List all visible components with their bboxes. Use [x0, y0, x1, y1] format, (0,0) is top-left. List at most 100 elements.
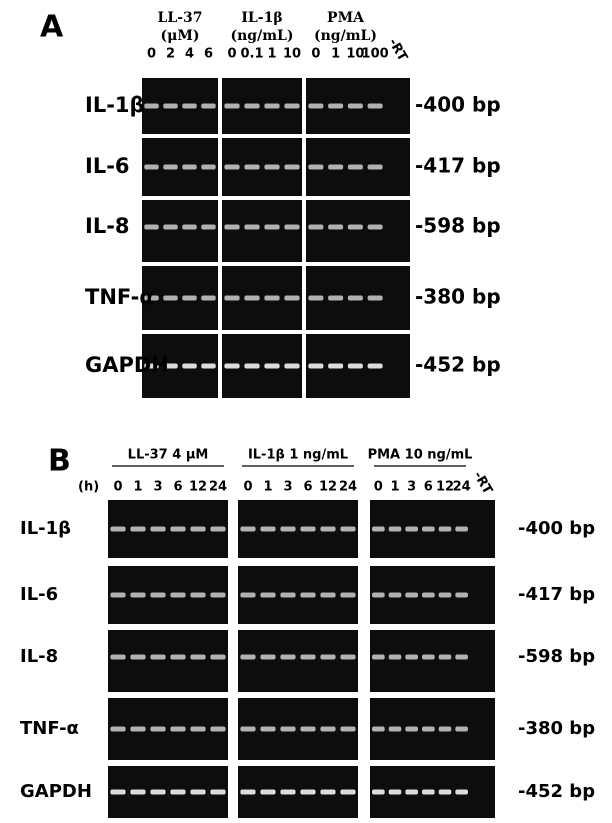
band — [328, 165, 343, 170]
lane-label: 24 — [339, 480, 357, 495]
control-lane-label: -RT — [470, 469, 495, 497]
size-label: -452 bp — [518, 781, 595, 802]
band — [170, 593, 185, 598]
band — [210, 593, 225, 598]
band — [150, 655, 165, 660]
size-label: -380 bp — [518, 718, 595, 739]
lane-label: 6 — [424, 480, 433, 495]
band — [210, 527, 225, 532]
band — [280, 790, 295, 795]
gel — [306, 200, 410, 262]
band — [170, 655, 185, 660]
band — [320, 593, 335, 598]
band — [260, 727, 275, 732]
lane-label: 12 — [319, 480, 337, 495]
band — [389, 790, 402, 795]
band — [308, 165, 323, 170]
band — [130, 790, 145, 795]
band — [260, 527, 275, 532]
band — [190, 727, 205, 732]
group-unit: (μM) — [161, 28, 200, 44]
band — [368, 165, 383, 170]
band — [201, 364, 215, 369]
band — [244, 225, 259, 230]
band — [422, 790, 435, 795]
lane-label: 1 — [267, 47, 276, 62]
band — [244, 104, 259, 109]
lane-label: 3 — [283, 480, 292, 495]
band — [260, 655, 275, 660]
lane-label: 10 — [283, 47, 301, 62]
gel — [238, 500, 358, 558]
gel — [238, 630, 358, 692]
band — [182, 364, 196, 369]
lane-label: 0 — [113, 480, 122, 495]
band — [182, 296, 196, 301]
band — [280, 655, 295, 660]
band — [190, 790, 205, 795]
control-lane-label: -RT — [385, 36, 410, 64]
group-title: PMA 10 ng/mL — [368, 448, 473, 463]
band — [210, 727, 225, 732]
band — [163, 165, 177, 170]
band — [340, 527, 355, 532]
band — [422, 655, 435, 660]
band — [308, 364, 323, 369]
band — [439, 727, 452, 732]
gel — [370, 630, 495, 692]
band — [264, 165, 279, 170]
band — [130, 727, 145, 732]
gene-label: IL-1β — [20, 518, 71, 539]
gel — [108, 630, 228, 692]
band — [110, 527, 125, 532]
size-label: -452 bp — [415, 353, 501, 377]
panel-label: B — [48, 444, 71, 479]
band — [372, 790, 385, 795]
band — [144, 165, 158, 170]
band — [340, 655, 355, 660]
band — [280, 593, 295, 598]
lane-label: 24 — [453, 480, 471, 495]
band — [190, 655, 205, 660]
band — [389, 593, 402, 598]
band — [130, 527, 145, 532]
band — [260, 593, 275, 598]
gel — [108, 766, 228, 818]
gel — [142, 200, 218, 262]
band — [455, 527, 468, 532]
lane-label: 1 — [331, 47, 340, 62]
band — [348, 225, 363, 230]
band — [320, 527, 335, 532]
gene-label: GAPDH — [85, 353, 169, 377]
band — [405, 727, 418, 732]
band — [240, 655, 255, 660]
lane-label: 12 — [189, 480, 207, 495]
gene-label: IL-8 — [20, 646, 58, 667]
gel — [108, 698, 228, 760]
size-label: -380 bp — [415, 285, 501, 309]
band — [150, 727, 165, 732]
band — [372, 655, 385, 660]
group-title: IL-1β 1 ng/mL — [248, 448, 348, 463]
band — [300, 727, 315, 732]
band — [405, 593, 418, 598]
lane-label: 12 — [436, 480, 454, 495]
band — [368, 104, 383, 109]
band — [201, 225, 215, 230]
band — [308, 296, 323, 301]
gene-label: IL-1β — [85, 93, 145, 117]
band — [455, 593, 468, 598]
gel — [238, 698, 358, 760]
lane-label: 1 — [263, 480, 272, 495]
lane-label: 1 — [133, 480, 142, 495]
band — [190, 527, 205, 532]
band — [280, 527, 295, 532]
band — [389, 727, 402, 732]
gene-label: IL-8 — [85, 214, 130, 238]
size-label: -400 bp — [415, 93, 501, 117]
gel — [238, 766, 358, 818]
lane-label: 6 — [173, 480, 182, 495]
band — [244, 296, 259, 301]
group-title: PMA — [327, 10, 365, 26]
lane-label: 0 — [311, 47, 320, 62]
